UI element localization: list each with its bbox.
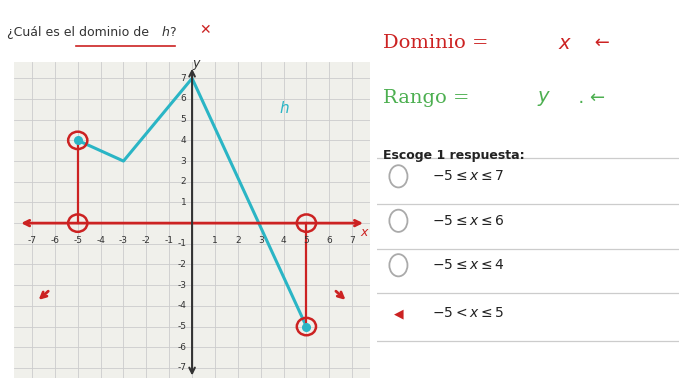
Text: $-5 < x \leq 5$: $-5 < x \leq 5$ [431, 306, 504, 320]
Text: ¿Cuál es el dominio de: ¿Cuál es el dominio de [7, 25, 153, 39]
Text: ←: ← [589, 34, 609, 52]
Text: 4: 4 [180, 136, 187, 145]
Text: $x$: $x$ [558, 34, 573, 52]
Text: -4: -4 [178, 301, 187, 310]
Text: 6: 6 [327, 235, 332, 245]
Text: -6: -6 [50, 235, 60, 245]
Text: 1: 1 [212, 235, 218, 245]
Text: 2: 2 [235, 235, 241, 245]
Text: -1: -1 [178, 239, 187, 248]
Text: $y$: $y$ [537, 89, 552, 108]
Text: 5: 5 [303, 235, 309, 245]
Text: 4: 4 [281, 235, 286, 245]
Text: 5: 5 [180, 115, 187, 124]
Text: -7: -7 [178, 364, 187, 372]
Text: -3: -3 [119, 235, 128, 245]
Text: -1: -1 [165, 235, 174, 245]
Text: ?: ? [169, 25, 176, 39]
Text: -6: -6 [178, 343, 187, 352]
Text: . ←: . ← [567, 89, 606, 107]
Text: 7: 7 [349, 235, 355, 245]
Text: -4: -4 [96, 235, 105, 245]
Text: 3: 3 [258, 235, 263, 245]
Text: 3: 3 [180, 157, 187, 166]
Text: 2: 2 [180, 177, 187, 186]
Text: 7: 7 [180, 74, 187, 83]
Text: $h$: $h$ [279, 100, 289, 117]
Text: Rango =: Rango = [383, 89, 476, 107]
Text: $-5 \leq x \leq 4$: $-5 \leq x \leq 4$ [431, 258, 504, 272]
Text: -3: -3 [178, 281, 187, 290]
Text: 1: 1 [180, 198, 187, 207]
Text: -7: -7 [27, 235, 36, 245]
Text: -2: -2 [178, 260, 187, 269]
Text: 6: 6 [180, 95, 187, 103]
Text: Escoge 1 respuesta:: Escoge 1 respuesta: [383, 149, 525, 161]
Text: -5: -5 [73, 235, 82, 245]
Text: ✕: ✕ [199, 23, 211, 37]
Text: $x$: $x$ [360, 226, 370, 239]
Text: -2: -2 [142, 235, 151, 245]
Text: $y$: $y$ [192, 58, 202, 72]
Text: $-5 \leq x \leq 6$: $-5 \leq x \leq 6$ [431, 214, 504, 228]
Text: ◀: ◀ [394, 307, 403, 320]
Text: Dominio =: Dominio = [383, 34, 495, 52]
Text: -5: -5 [178, 322, 187, 331]
Text: h: h [161, 25, 169, 39]
Text: $-5 \leq x \leq 7$: $-5 \leq x \leq 7$ [431, 169, 504, 183]
